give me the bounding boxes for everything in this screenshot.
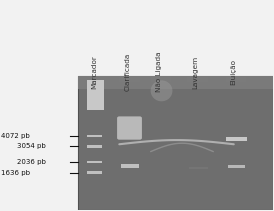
Bar: [87, 145, 102, 148]
Bar: [226, 77, 246, 83]
Bar: [187, 77, 208, 83]
Text: Eluição: Eluição: [230, 59, 236, 85]
Text: Clarificada: Clarificada: [124, 53, 130, 91]
Bar: [228, 165, 245, 168]
Text: 1636 pb: 1636 pb: [1, 170, 30, 176]
Text: 3054 pb: 3054 pb: [17, 143, 46, 149]
Ellipse shape: [151, 80, 172, 101]
Bar: [87, 161, 102, 164]
Bar: [78, 76, 273, 89]
Text: Lavagem: Lavagem: [192, 55, 198, 89]
FancyBboxPatch shape: [117, 116, 142, 140]
Bar: [121, 164, 139, 168]
Bar: [87, 171, 102, 174]
Bar: [78, 76, 273, 210]
Bar: [187, 78, 208, 87]
Bar: [151, 77, 171, 83]
Bar: [119, 77, 140, 83]
Bar: [226, 137, 247, 141]
Bar: [189, 167, 208, 169]
Text: 2036 pb: 2036 pb: [17, 159, 46, 165]
Bar: [87, 80, 104, 110]
Text: Não Ligada: Não Ligada: [156, 52, 162, 92]
Bar: [87, 135, 102, 137]
Text: Marcador: Marcador: [92, 55, 98, 89]
Text: 4072 pb: 4072 pb: [1, 133, 29, 139]
